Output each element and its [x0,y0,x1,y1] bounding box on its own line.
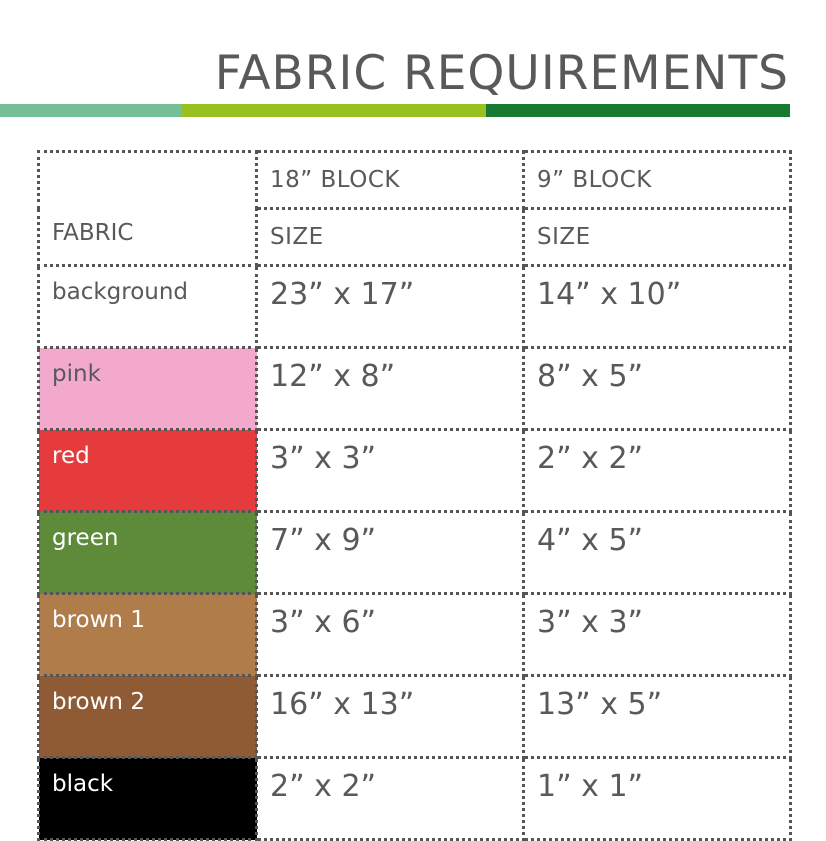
accent-bar-teal [0,104,182,117]
size-9-block: 4” x 5” [522,510,792,595]
size-18-block: 7” x 9” [255,510,525,595]
header-18-block: 18” BLOCK [255,150,525,210]
table-row: pink 12” x 8” 8” x 5” [37,346,792,431]
header-18-size: SIZE [255,207,525,267]
fabric-name: black [37,756,258,841]
table-row: brown 1 3” x 6” 3” x 3” [37,592,792,677]
size-18-block: 3” x 6” [255,592,525,677]
header-9-size: SIZE [522,207,792,267]
fabric-name: pink [37,346,258,431]
fabric-name: background [37,264,258,349]
fabric-table: FABRIC 18” BLOCK 9” BLOCK SIZE SIZE back… [37,150,792,841]
size-9-block: 2” x 2” [522,428,792,513]
page-title: FABRIC REQUIREMENTS [214,46,789,101]
size-9-block: 14” x 10” [522,264,792,349]
size-18-block: 2” x 2” [255,756,525,841]
accent-bar-lime [182,104,486,117]
size-18-block: 23” x 17” [255,264,525,349]
accent-bar-green [486,104,790,117]
fabric-header: FABRIC [37,150,258,267]
table-row: red 3” x 3” 2” x 2” [37,428,792,513]
size-9-block: 3” x 3” [522,592,792,677]
size-9-block: 1” x 1” [522,756,792,841]
size-18-block: 3” x 3” [255,428,525,513]
fabric-name: red [37,428,258,513]
size-18-block: 12” x 8” [255,346,525,431]
fabric-name: green [37,510,258,595]
size-9-block: 13” x 5” [522,674,792,759]
table-row: green 7” x 9” 4” x 5” [37,510,792,595]
size-9-block: 8” x 5” [522,346,792,431]
table-row: brown 2 16” x 13” 13” x 5” [37,674,792,759]
table-row: background 23” x 17” 14” x 10” [37,264,792,349]
table-row: black 2” x 2” 1” x 1” [37,756,792,841]
header-9-block: 9” BLOCK [522,150,792,210]
fabric-name: brown 1 [37,592,258,677]
fabric-name: brown 2 [37,674,258,759]
size-18-block: 16” x 13” [255,674,525,759]
